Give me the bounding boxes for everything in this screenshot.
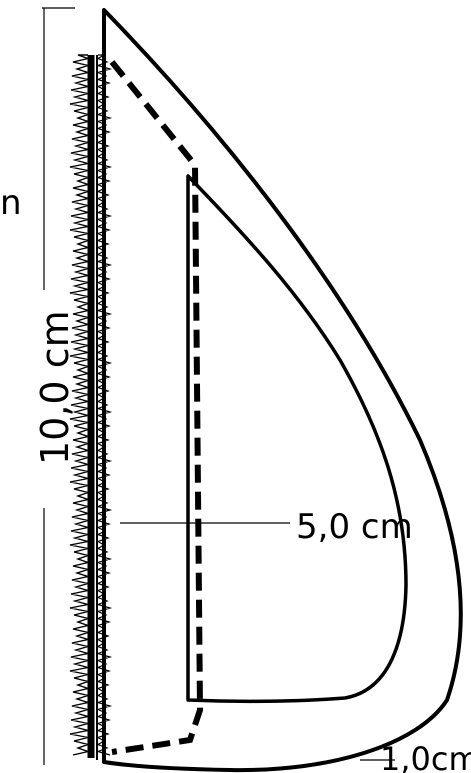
label-thickness: 1,0cm [380, 740, 471, 773]
dimension-guides [42, 7, 395, 765]
label-width: 5,0 cm [296, 507, 413, 547]
inner-contour [186, 174, 408, 704]
dashed-cut-line [109, 60, 204, 755]
label-height: 10,0 cm [33, 310, 77, 465]
sawtooth-left [69, 54, 91, 756]
outer-contour [102, 8, 463, 773]
label-left-partial: n [0, 183, 22, 223]
